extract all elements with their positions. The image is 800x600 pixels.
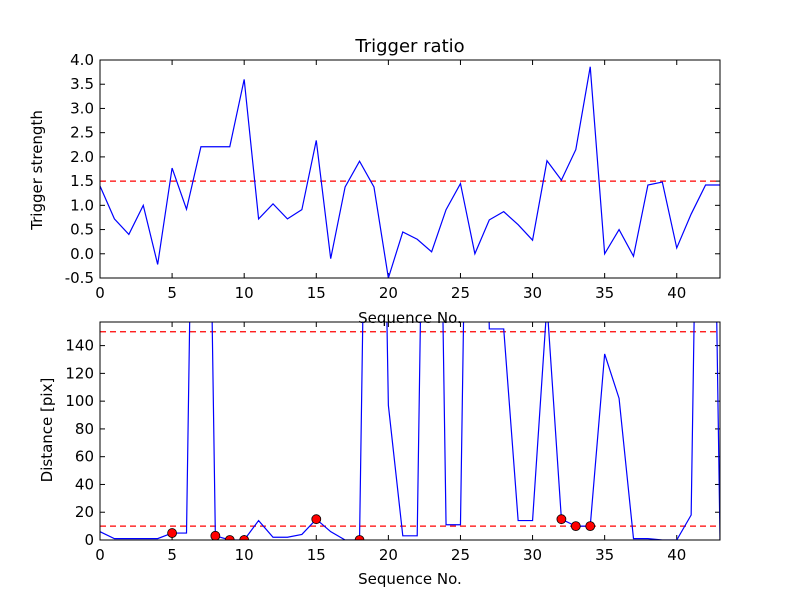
bottom-marker-point-2 xyxy=(224,535,235,540)
top-y-tick-label-5: 2.0 xyxy=(70,148,94,166)
top-y-tick-label-2: 0.5 xyxy=(70,221,94,239)
trigger-ratio-panel: Trigger ratio Trigger strength Sequence … xyxy=(28,36,721,327)
bottom-y-tick-label-4: 80 xyxy=(75,420,94,438)
bottom-series-line-0 xyxy=(100,322,720,540)
top-x-tick-label-6: 30 xyxy=(523,284,542,302)
top-x-tick-label-8: 40 xyxy=(667,284,686,302)
top-x-tick-label-4: 20 xyxy=(379,284,398,302)
top-x-tick-label-5: 25 xyxy=(451,284,470,302)
top-x-tick-label-1: 5 xyxy=(167,284,177,302)
bottom-marker-point-7 xyxy=(570,521,581,532)
top-y-tick-label-7: 3.0 xyxy=(70,99,94,117)
top-x-tick-label-7: 35 xyxy=(595,284,614,302)
top-y-tick-label-6: 2.5 xyxy=(70,124,94,142)
distance-panel: Distance [pix] Sequence No. 0 5 10 15 20 25 30… xyxy=(38,321,721,588)
bottom-y-tick-label-7: 140 xyxy=(65,337,94,355)
top-plot-area xyxy=(99,59,721,279)
bottom-x-tick-label-1: 5 xyxy=(167,546,177,564)
bottom-x-tick-label-4: 20 xyxy=(379,546,398,564)
bottom-marker-point-3 xyxy=(239,535,250,540)
bottom-marker-point-5 xyxy=(354,535,365,540)
bottom-marker-point-4 xyxy=(311,514,322,525)
bottom-marker-point-0 xyxy=(167,528,177,538)
top-x-axis-label: Sequence No. xyxy=(358,309,462,327)
top-x-tick-label-2: 10 xyxy=(235,284,254,302)
bottom-marker-point-1 xyxy=(210,530,221,540)
bottom-y-tick-label-1: 20 xyxy=(75,503,94,521)
bottom-x-tick-label-0: 0 xyxy=(95,546,105,564)
bottom-x-axis-label: Sequence No. xyxy=(358,570,462,588)
bottom-plot-area xyxy=(99,321,721,541)
top-plot-content xyxy=(100,66,720,278)
bottom-y-tick-label-2: 40 xyxy=(75,475,94,493)
bottom-x-tick-label-8: 40 xyxy=(667,546,686,564)
top-y-tick-label-9: 4.0 xyxy=(70,51,94,69)
top-x-tick-label-0: 0 xyxy=(95,284,105,302)
bottom-marker-point-8 xyxy=(585,521,596,532)
bottom-marker-point-6 xyxy=(556,514,567,525)
bottom-x-tick-label-7: 35 xyxy=(595,546,614,564)
bottom-x-tick-label-6: 30 xyxy=(523,546,542,564)
top-x-tick-label-3: 15 xyxy=(307,284,326,302)
top-y-tick-label-4: 1.5 xyxy=(70,172,94,190)
bottom-x-tick-label-2: 10 xyxy=(235,546,254,564)
bottom-y-tick-label-5: 100 xyxy=(65,392,94,410)
top-y-tick-label-1: 0.0 xyxy=(70,245,94,263)
top-y-tick-label-0: -0.5 xyxy=(65,269,94,287)
top-series-line-0 xyxy=(100,66,720,278)
bottom-y-tick-label-6: 120 xyxy=(65,364,94,382)
top-y-axis-label: Trigger strength xyxy=(28,110,46,231)
top-y-tick-label-8: 3.5 xyxy=(70,75,94,93)
bottom-y-tick-label-3: 60 xyxy=(75,448,94,466)
bottom-y-axis-label: Distance [pix] xyxy=(38,378,56,483)
bottom-x-tick-label-3: 15 xyxy=(307,546,326,564)
chart-title: Trigger ratio xyxy=(354,36,464,57)
bottom-y-tick-label-0: 0 xyxy=(84,531,94,549)
top-y-tick-label-3: 1.0 xyxy=(70,196,94,214)
bottom-x-tick-label-5: 25 xyxy=(451,546,470,564)
bottom-plot-content xyxy=(100,322,720,540)
